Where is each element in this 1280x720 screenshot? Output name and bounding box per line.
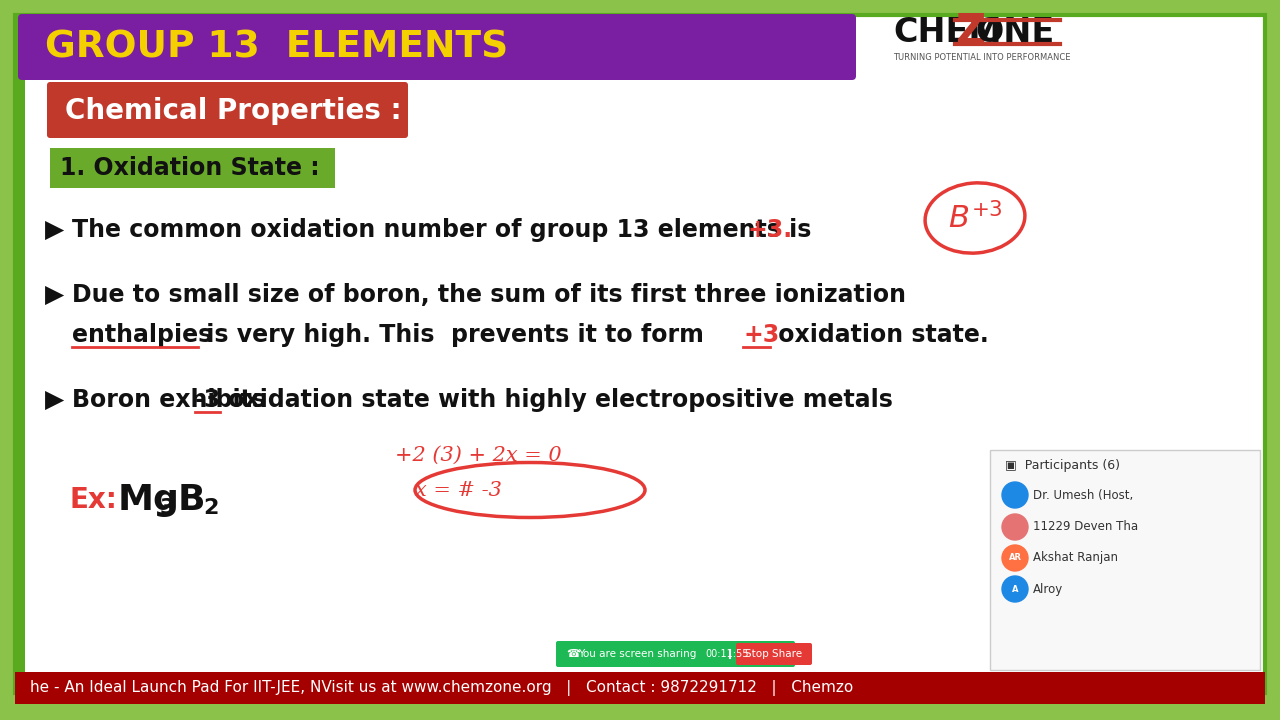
Text: 3: 3 [160,498,175,518]
Text: 00:11:55: 00:11:55 [705,649,749,659]
Circle shape [1002,482,1028,508]
Text: +3: +3 [742,323,780,347]
Text: oxidation state.: oxidation state. [771,323,988,347]
Text: ▶: ▶ [45,388,64,412]
Text: GROUP 13  ELEMENTS: GROUP 13 ELEMENTS [45,30,508,66]
Circle shape [1002,576,1028,602]
Text: Stop Share: Stop Share [745,649,803,659]
Text: CHEM: CHEM [893,16,1002,48]
Text: +2 (3) + 2x = 0: +2 (3) + 2x = 0 [396,446,562,464]
Text: ☎: ☎ [566,649,580,659]
FancyBboxPatch shape [15,15,1265,693]
Text: $\mathit{B}^{+3}$: $\mathit{B}^{+3}$ [947,202,1002,234]
FancyBboxPatch shape [556,641,795,667]
Text: Z: Z [955,11,986,53]
Text: 11229 Deven Tha: 11229 Deven Tha [1033,521,1138,534]
Text: Alroy: Alroy [1033,582,1064,595]
Text: ONE: ONE [975,16,1055,48]
Text: he - An Ideal Launch Pad For IIT-JEE, NVisit us at www.chemzone.org   |   Contac: he - An Ideal Launch Pad For IIT-JEE, NV… [29,680,854,696]
Text: 1. Oxidation State :: 1. Oxidation State : [60,156,320,180]
Text: -3: -3 [195,388,221,412]
Text: is very high. This  prevents it to form: is very high. This prevents it to form [198,323,712,347]
Text: Due to small size of boron, the sum of its first three ionization: Due to small size of boron, the sum of i… [72,283,906,307]
Text: 2: 2 [204,498,219,518]
Text: +3.: +3. [748,218,792,242]
FancyBboxPatch shape [736,643,812,665]
Text: oxidation state with highly electropositive metals: oxidation state with highly electroposit… [220,388,893,412]
Text: The common oxidation number of group 13 elements is: The common oxidation number of group 13 … [72,218,819,242]
Text: B: B [178,483,206,517]
FancyBboxPatch shape [18,14,856,80]
FancyBboxPatch shape [989,450,1260,670]
Text: A: A [1011,585,1019,593]
Text: ▶: ▶ [45,283,64,307]
Circle shape [1002,514,1028,540]
Text: Mg: Mg [118,483,180,517]
Text: TURNING POTENTIAL INTO PERFORMANCE: TURNING POTENTIAL INTO PERFORMANCE [893,53,1070,63]
Text: x = # -3: x = # -3 [415,480,502,500]
Text: AR: AR [1009,554,1021,562]
Text: Boron exhibits: Boron exhibits [72,388,274,412]
Text: ▣  Participants (6): ▣ Participants (6) [1005,459,1120,472]
Circle shape [1002,545,1028,571]
Text: Ex:: Ex: [70,486,118,514]
Text: You are screen sharing: You are screen sharing [579,649,696,659]
Text: Dr. Umesh (Host,: Dr. Umesh (Host, [1033,488,1133,502]
Text: ▶: ▶ [45,218,64,242]
FancyBboxPatch shape [50,148,335,188]
FancyBboxPatch shape [15,15,26,693]
FancyBboxPatch shape [47,82,408,138]
FancyBboxPatch shape [15,672,1265,704]
Text: enthalpies: enthalpies [72,323,212,347]
Text: Akshat Ranjan: Akshat Ranjan [1033,552,1117,564]
Text: Chemical Properties :: Chemical Properties : [65,97,402,125]
